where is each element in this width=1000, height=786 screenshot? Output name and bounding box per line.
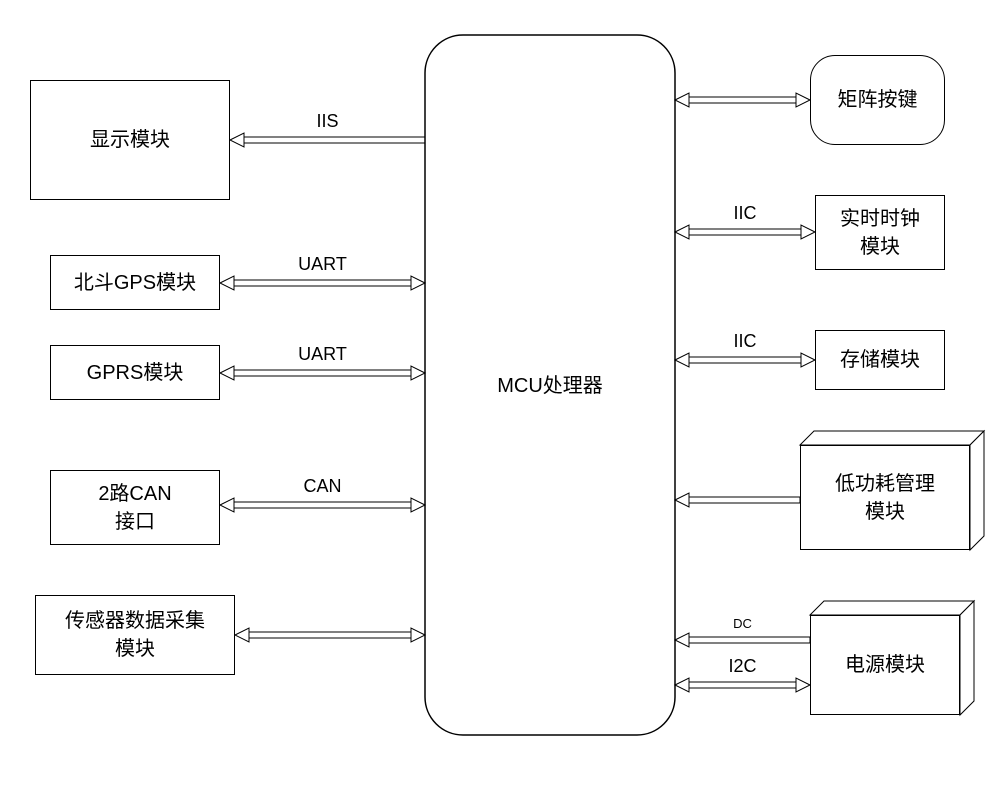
sensor-node: 传感器数据采集 模块 (35, 595, 235, 675)
arrow-10 (675, 678, 810, 692)
gprs-label: GPRS模块 (87, 359, 184, 387)
matrix-node: 矩阵按键 (810, 55, 945, 145)
arrow-label-3: CAN (273, 476, 373, 497)
lowpwr-label: 低功耗管理 模块 (835, 470, 935, 526)
display-label: 显示模块 (90, 126, 170, 154)
can2-node: 2路CAN 接口 (50, 470, 220, 545)
arrow-3 (220, 498, 425, 512)
arrow-label-10: I2C (693, 656, 793, 677)
arrow-label-0: IIS (278, 111, 378, 132)
arrow-8 (675, 493, 800, 507)
power-node: 电源模块 (810, 615, 960, 715)
arrow-label-6: IIC (695, 203, 795, 224)
power-3d-top (810, 601, 974, 615)
arrow-0 (230, 133, 425, 147)
arrow-7 (675, 353, 815, 367)
arrow-2 (220, 366, 425, 380)
storage-node: 存储模块 (815, 330, 945, 390)
bd_gps-label: 北斗GPS模块 (74, 269, 196, 297)
arrow-6 (675, 225, 815, 239)
diagram-canvas: MCU处理器 显示模块北斗GPS模块 GPRS模块 2路CAN 接口传感器数据采集 模… (0, 0, 1000, 786)
arrow-label-9: DC (693, 616, 793, 631)
display-node: 显示模块 (30, 80, 230, 200)
rtc-node: 实时时钟 模块 (815, 195, 945, 270)
arrow-5 (675, 93, 810, 107)
can2-label: 2路CAN 接口 (98, 480, 171, 536)
power-3d-side (960, 601, 974, 715)
power-label: 电源模块 (845, 651, 925, 679)
arrow-9 (675, 633, 810, 647)
arrow-label-7: IIC (695, 331, 795, 352)
lowpwr-3d-side (970, 431, 984, 550)
bd_gps-node: 北斗GPS模块 (50, 255, 220, 310)
gprs-node: GPRS模块 (50, 345, 220, 400)
lowpwr-node: 低功耗管理 模块 (800, 445, 970, 550)
arrow-label-1: UART (273, 254, 373, 275)
arrow-1 (220, 276, 425, 290)
lowpwr-3d-top (800, 431, 984, 445)
sensor-label: 传感器数据采集 模块 (65, 607, 205, 663)
matrix-label: 矩阵按键 (838, 86, 918, 114)
arrow-4 (235, 628, 425, 642)
rtc-label: 实时时钟 模块 (840, 205, 920, 261)
mcu-processor-node (425, 35, 675, 735)
arrow-label-2: UART (273, 344, 373, 365)
storage-label: 存储模块 (840, 346, 920, 374)
mcu-processor-label: MCU处理器 (497, 374, 603, 397)
